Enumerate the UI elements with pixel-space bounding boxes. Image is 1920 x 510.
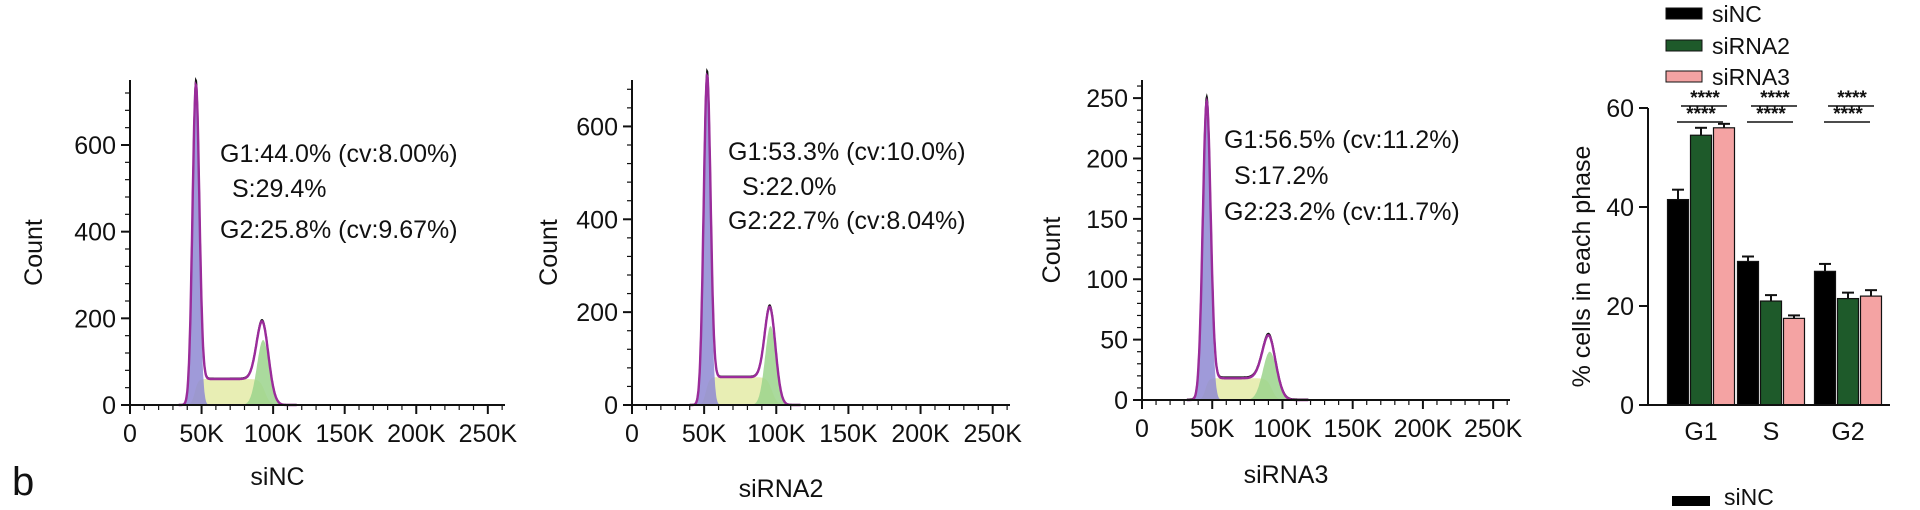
significance-mark: ****	[1760, 88, 1790, 109]
legend-label-siNC: siNC	[1712, 1, 1762, 27]
x-tick-label: 250K	[1464, 415, 1523, 443]
x-category-label: G1	[1684, 418, 1717, 446]
x-axis-title: siRNA2	[739, 475, 824, 500]
y-tick-label: 200	[1086, 145, 1128, 173]
g2-annotation: G2:23.2% (cv:11.7%)	[1224, 198, 1460, 226]
bar-siNC-G1	[1666, 198, 1690, 406]
g2-phase-area	[689, 326, 801, 405]
x-tick-label: 200K	[891, 420, 950, 448]
bar-siRNA2-G2	[1836, 297, 1860, 406]
model-fit-line	[178, 80, 297, 407]
bar-siRNA2-G1	[1689, 134, 1713, 406]
s-annotation: S:22.0%	[742, 173, 837, 201]
x-axis-title: siRNA3	[1244, 461, 1329, 489]
y-tick-label: 250	[1086, 85, 1128, 113]
legend-swatch-siNC	[1665, 7, 1703, 20]
s-annotation: S:29.4%	[232, 175, 327, 203]
bar-y-axis-title: % cells in each phase	[1568, 146, 1596, 388]
legend-label-siRNA3: siRNA3	[1712, 64, 1790, 90]
y-axis-title: Count	[535, 219, 563, 286]
footer-legend-label: siNC	[1724, 484, 1774, 510]
y-tick-label: 0	[102, 392, 116, 420]
x-tick-label: 50K	[1190, 415, 1235, 443]
y-tick-label: 0	[1114, 387, 1128, 415]
y-tick-label: 400	[74, 219, 116, 247]
x-category-label: S	[1763, 418, 1780, 446]
x-tick-label: 200K	[387, 420, 446, 448]
histogram-panel-siRNA3: 0 50 100 150 200 250 0 50K 100K 150K 200K 250K siRNA…	[1038, 80, 1523, 489]
bar-legend: siNC siRNA2 siRNA3	[1665, 1, 1790, 90]
x-tick-label: 250K	[459, 420, 518, 448]
y-tick-label: 0	[604, 392, 618, 420]
g1-phase-area	[178, 101, 297, 405]
significance-mark: ****	[1756, 104, 1786, 125]
footer-legend-swatch	[1672, 496, 1710, 506]
x-tick-label: 0	[1135, 415, 1149, 443]
significance-mark: ****	[1837, 88, 1867, 109]
y-tick-label: 400	[576, 206, 618, 234]
legend-swatch-siRNA2	[1665, 39, 1703, 52]
model-fit-line	[689, 71, 801, 407]
x-tick-label: 200K	[1394, 415, 1453, 443]
y-tick-label: 600	[576, 113, 618, 141]
x-tick-label: 250K	[963, 420, 1022, 448]
x-tick-label: 150K	[1323, 415, 1382, 443]
bar-siRNA3-G1	[1712, 127, 1736, 406]
y-tick-label: 600	[74, 132, 116, 160]
bar-y-tick-label: 60	[1606, 95, 1634, 123]
s-annotation: S:17.2%	[1234, 162, 1329, 190]
bar-y-tick-label: 20	[1606, 293, 1634, 321]
g1-annotation: G1:53.3% (cv:10.0%)	[728, 138, 966, 166]
y-tick-label: 100	[1086, 266, 1128, 294]
y-tick-label: 200	[74, 305, 116, 333]
significance-mark: ****	[1686, 104, 1716, 125]
legend-swatch-siRNA3	[1665, 70, 1703, 83]
x-tick-label: 0	[123, 420, 137, 448]
bar-siNC-S	[1736, 260, 1760, 406]
g1-annotation: G1:44.0% (cv:8.00%)	[220, 140, 458, 168]
g2-annotation: G2:25.8% (cv:9.67%)	[220, 216, 458, 244]
g2-phase-area	[178, 340, 297, 405]
x-tick-label: 50K	[179, 420, 224, 448]
y-axis-title: Count	[20, 219, 48, 286]
x-tick-label: 0	[625, 420, 639, 448]
x-category-label: G2	[1831, 418, 1864, 446]
y-axis-title: Count	[1038, 217, 1066, 284]
x-axis-title: siNC	[250, 463, 304, 491]
bar-siNC-G2	[1813, 270, 1837, 406]
bar-y-tick-label: 40	[1606, 194, 1634, 222]
x-tick-label: 100K	[747, 420, 806, 448]
bar-y-tick-label: 0	[1620, 392, 1634, 420]
significance-mark: ****	[1690, 88, 1720, 109]
bar-siRNA3-S	[1782, 317, 1806, 406]
legend-label-siRNA2: siRNA2	[1712, 33, 1790, 59]
g1-phase-area	[689, 93, 801, 406]
model-fit-line	[1186, 96, 1309, 402]
x-tick-label: 150K	[315, 420, 374, 448]
bar-siRNA3-G2	[1859, 295, 1883, 406]
y-tick-label: 150	[1086, 206, 1128, 234]
y-tick-label: 200	[576, 299, 618, 327]
y-tick-label: 50	[1100, 327, 1128, 355]
histogram-panel-siNC: 0 200 400 600 0 50K 100K 150K 200K 250K siNC Count G…	[20, 76, 518, 491]
panel-label: b	[12, 460, 35, 504]
x-tick-label: 150K	[819, 420, 878, 448]
bar-siRNA2-S	[1759, 300, 1783, 406]
histogram-panel-siRNA2: 0 200 400 600 0 50K 100K 150K 200K 250K siRNA2 Coun…	[535, 68, 1022, 503]
x-tick-label: 50K	[682, 420, 727, 448]
g2-annotation: G2:22.7% (cv:8.04%)	[728, 207, 966, 235]
x-tick-label: 100K	[1253, 415, 1312, 443]
g2-phase-area	[1186, 351, 1309, 400]
x-tick-label: 100K	[244, 420, 303, 448]
significance-mark: ****	[1833, 104, 1863, 125]
footer-legend: siNC	[1672, 484, 1774, 510]
g1-annotation: G1:56.5% (cv:11.2%)	[1224, 126, 1460, 154]
